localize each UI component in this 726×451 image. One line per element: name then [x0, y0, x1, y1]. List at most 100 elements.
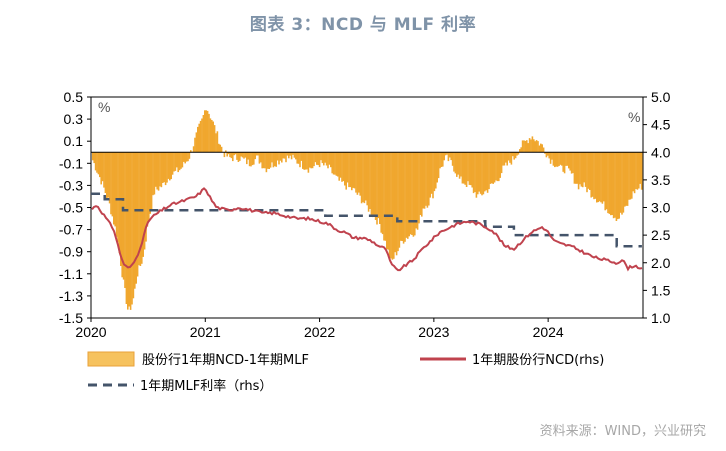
- spread-bar: [103, 152, 105, 188]
- spread-bar: [507, 152, 510, 161]
- spread-bar: [397, 152, 399, 252]
- spread-bar: [205, 110, 207, 153]
- spread-bar: [582, 152, 584, 188]
- spread-bar: [197, 126, 199, 153]
- spread-bar: [640, 152, 643, 190]
- spread-bar: [584, 152, 587, 187]
- spread-bar: [607, 152, 609, 214]
- spread-bar: [554, 152, 556, 168]
- spread-bar: [274, 152, 276, 167]
- spread-bar: [264, 152, 266, 169]
- spread-bar: [426, 152, 429, 208]
- spread-bar: [330, 152, 332, 168]
- spread-bar: [514, 152, 517, 159]
- spread-bar: [486, 152, 489, 193]
- spread-bar: [437, 152, 440, 179]
- spread-bar: [451, 152, 454, 166]
- spread-bar: [496, 152, 499, 182]
- legend-label-spread: 股份行1年期NCD-1年期MLF: [142, 353, 309, 368]
- spread-bar: [519, 149, 521, 153]
- legend-item-ncd: 1年期股份行NCD(rhs): [420, 353, 604, 368]
- spread-bar: [502, 152, 504, 166]
- spread-bar: [156, 152, 158, 190]
- spread-bar: [596, 152, 598, 203]
- spread-bar: [342, 152, 345, 182]
- spread-bar: [610, 152, 612, 216]
- spread-bar: [306, 152, 308, 170]
- spread-bar: [614, 152, 616, 218]
- spread-bar: [236, 152, 238, 160]
- spread-bar: [352, 152, 354, 188]
- spread-bar: [159, 152, 161, 187]
- spread-bar: [580, 152, 583, 187]
- spread-bar: [415, 152, 417, 229]
- right-tick-label: 2.0: [651, 255, 671, 271]
- spread-bar: [520, 147, 522, 153]
- left-tick-label: 0.1: [64, 133, 84, 149]
- spread-bar: [559, 152, 562, 165]
- spread-bar: [149, 152, 151, 214]
- legend-swatch-spread: [87, 351, 135, 367]
- spread-bar: [366, 152, 368, 206]
- spread-bar: [120, 152, 122, 266]
- spread-bar: [110, 152, 112, 215]
- spread-bar: [429, 152, 431, 198]
- spread-bar: [538, 145, 541, 153]
- spread-bar: [334, 152, 336, 175]
- spread-bar: [117, 152, 119, 243]
- spread-bar: [391, 152, 394, 260]
- right-tick-label: 3.0: [651, 200, 671, 216]
- spread-bar: [232, 152, 234, 162]
- spread-bar: [516, 152, 518, 156]
- spread-bar: [468, 152, 471, 185]
- spread-bar: [183, 152, 185, 162]
- spread-bar: [449, 152, 451, 158]
- spread-bar: [127, 152, 129, 310]
- spread-bar: [639, 152, 641, 184]
- spread-bar: [251, 152, 254, 166]
- spread-bar: [317, 152, 319, 166]
- ncd-series: [91, 187, 643, 272]
- spread-bar: [485, 152, 487, 191]
- spread-bar: [121, 152, 123, 278]
- spread-bar: [425, 152, 427, 206]
- spread-bar: [160, 152, 163, 188]
- spread-bar: [568, 152, 570, 169]
- right-unit-label: %: [628, 109, 640, 125]
- spread-bar: [605, 152, 608, 210]
- spread-bar: [321, 152, 324, 164]
- spread-bar: [562, 152, 564, 172]
- spread-bar: [572, 152, 574, 174]
- spread-bar: [503, 152, 506, 166]
- spread-bar: [372, 152, 374, 218]
- spread-bar: [355, 152, 357, 193]
- spread-bar: [418, 152, 420, 224]
- spread-bar: [505, 152, 507, 163]
- spread-bar: [122, 152, 125, 280]
- spread-bar: [213, 125, 216, 153]
- plot-frame: [90, 96, 644, 319]
- x-tick-label: 2020: [75, 324, 106, 340]
- spread-bar: [512, 152, 514, 157]
- spread-bar: [474, 152, 476, 192]
- spread-bar: [527, 143, 529, 153]
- spread-bar: [248, 152, 251, 167]
- spread-bar: [390, 152, 392, 259]
- spread-bar: [131, 152, 133, 305]
- left-tick-label: -0.5: [59, 200, 83, 216]
- spread-bar: [206, 110, 209, 153]
- spread-bar: [220, 146, 223, 153]
- x-tick-label: 2022: [304, 324, 335, 340]
- spread-bar: [209, 118, 212, 153]
- spread-bar: [381, 152, 384, 235]
- spread-bar: [436, 152, 438, 183]
- spread-bar: [293, 152, 296, 158]
- spread-bar: [178, 152, 181, 171]
- spread-bar: [561, 152, 563, 166]
- legend-item-mlf: 1年期MLF利率（rhs）: [88, 378, 272, 394]
- spread-bar: [408, 152, 410, 237]
- spread-bar: [268, 152, 270, 169]
- spread-bar: [345, 152, 347, 190]
- spread-bar: [148, 152, 150, 221]
- spread-bar: [526, 140, 528, 153]
